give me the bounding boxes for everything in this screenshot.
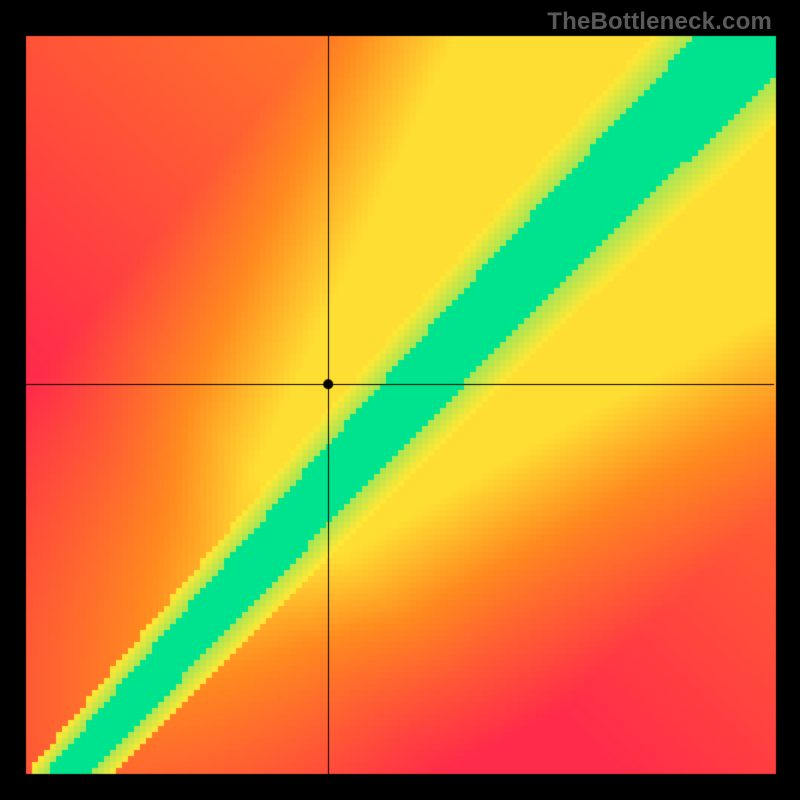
chart-container: TheBottleneck.com — [0, 0, 800, 800]
watermark-text: TheBottleneck.com — [547, 8, 772, 36]
bottleneck-heatmap — [0, 0, 800, 800]
